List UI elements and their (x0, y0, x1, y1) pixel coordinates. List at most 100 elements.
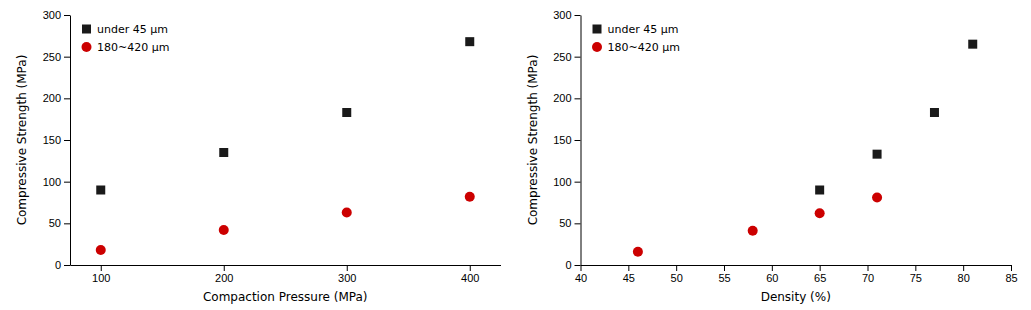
y-tick: 250 (553, 51, 580, 63)
x-axis-title: Compaction Pressure (MPa) (203, 290, 368, 304)
legend: under 45 μm 180~420 μm (82, 23, 170, 54)
plot-area (96, 37, 475, 255)
y-tick-mark (575, 98, 581, 99)
x-tick: 85 (1005, 265, 1017, 284)
y-tick-label: 250 (553, 51, 571, 63)
figure: 100200300400050100150200250300Compaction… (0, 0, 1031, 310)
x-tick-label: 80 (958, 272, 970, 284)
x-tick-label: 100 (92, 272, 110, 284)
series (815, 40, 977, 195)
y-tick: 200 (553, 92, 580, 104)
y-axis-line (70, 16, 71, 266)
x-tick-mark (772, 265, 773, 271)
point (342, 108, 351, 117)
x-axis: 100 200 300 400 (71, 265, 502, 284)
y-tick-mark (64, 57, 70, 58)
point (96, 186, 105, 195)
x-tick-mark (868, 265, 869, 271)
point (465, 192, 475, 202)
legend-label: under 45 μm (97, 23, 168, 36)
x-axis: 40455055606570758085 (575, 265, 1018, 284)
x-tick-mark (224, 265, 225, 271)
legend-item: under 45 μm (82, 23, 168, 36)
y-tick: 300 (553, 9, 580, 21)
x-tick: 80 (958, 265, 970, 284)
x-tick-mark (347, 265, 348, 271)
legend-item: under 45 μm (593, 23, 679, 36)
y-tick: 150 (43, 134, 70, 146)
y-tick-label: 100 (553, 176, 571, 188)
y-tick: 50 (49, 217, 70, 229)
y-tick-label: 150 (43, 134, 61, 146)
point (96, 245, 106, 255)
x-tick-mark (820, 265, 821, 271)
panel: 100200300400050100150200250300Compaction… (15, 9, 501, 304)
point (748, 226, 758, 236)
y-tick-label: 0 (565, 259, 571, 271)
x-tick: 40 (575, 265, 587, 284)
x-tick-label: 70 (862, 272, 874, 284)
legend-item: 180~420 μm (82, 41, 170, 54)
y-tick: 100 (553, 176, 580, 188)
y-tick-label: 300 (553, 9, 571, 21)
point (815, 208, 825, 218)
x-tick: 200 (215, 265, 233, 284)
y-axis-title: Compressive Strength (MPa) (15, 55, 29, 226)
x-tick-label: 200 (215, 272, 233, 284)
y-tick-mark (575, 182, 581, 183)
y-tick: 0 (565, 259, 580, 271)
y-tick-label: 200 (553, 92, 571, 104)
legend-symbol (82, 25, 91, 34)
x-axis-title: Density (%) (761, 290, 831, 304)
y-tick-mark (575, 140, 581, 141)
point (873, 150, 882, 159)
x-tick: 60 (766, 265, 778, 284)
x-tick-label: 55 (718, 272, 730, 284)
x-tick: 55 (718, 265, 730, 284)
x-tick-mark (724, 265, 725, 271)
legend-symbol (82, 42, 92, 52)
x-tick-label: 45 (623, 272, 635, 284)
y-tick-mark (64, 223, 70, 224)
y-tick-label: 50 (559, 217, 571, 229)
x-tick-label: 50 (671, 272, 683, 284)
point (872, 193, 882, 203)
x-tick-label: 40 (575, 272, 587, 284)
point (219, 225, 229, 235)
x-tick-label: 85 (1005, 272, 1017, 284)
plot-area (633, 40, 977, 257)
y-tick: 100 (43, 176, 70, 188)
y-tick: 150 (553, 134, 580, 146)
x-tick-label: 65 (814, 272, 826, 284)
x-tick-label: 400 (461, 272, 479, 284)
y-axis: 050100150200250300 (43, 9, 71, 271)
y-tick-label: 100 (43, 176, 61, 188)
y-axis-title: Compressive Strength (MPa) (526, 55, 540, 226)
x-tick: 300 (338, 265, 356, 284)
y-tick-label: 0 (55, 259, 61, 271)
series (633, 193, 882, 257)
x-tick: 100 (92, 265, 110, 284)
y-tick: 0 (55, 259, 70, 271)
x-tick-mark (915, 265, 916, 271)
x-tick-mark (1011, 265, 1012, 271)
y-axis-line (581, 16, 582, 266)
legend-item: 180~420 μm (592, 41, 680, 54)
legend-label: 180~420 μm (608, 41, 680, 54)
legend-symbol (593, 25, 602, 34)
series (96, 192, 475, 255)
legend: under 45 μm 180~420 μm (592, 23, 680, 54)
point (930, 108, 939, 117)
y-tick-mark (575, 265, 581, 266)
y-tick-label: 50 (49, 217, 61, 229)
series (96, 37, 474, 194)
y-tick-mark (575, 223, 581, 224)
point (465, 37, 474, 46)
y-axis: 0 50 100 150 200 250 300 (553, 9, 581, 271)
y-tick-mark (575, 57, 581, 58)
y-tick-mark (64, 265, 70, 266)
y-tick: 200 (43, 92, 70, 104)
x-tick: 65 (814, 265, 826, 284)
y-tick: 50 (559, 217, 580, 229)
y-tick: 300 (43, 9, 70, 21)
